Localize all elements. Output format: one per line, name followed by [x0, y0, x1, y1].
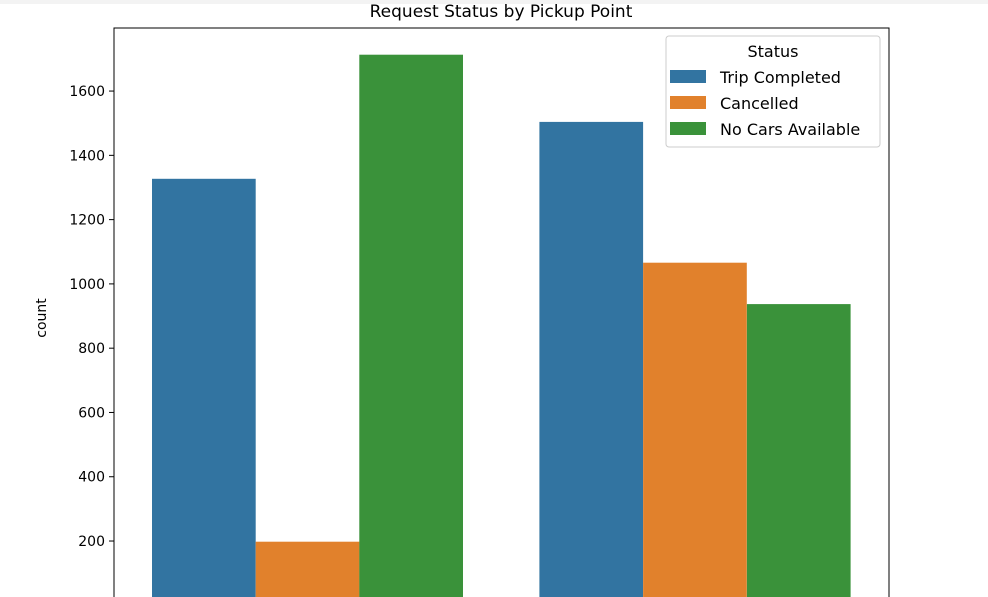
top-bar — [0, 0, 988, 4]
bar-no-cars-available-2 — [746, 304, 851, 597]
y-tick-label: 1600 — [69, 84, 105, 100]
y-tick-label: 1400 — [69, 148, 105, 164]
legend-swatch-no-cars-available — [670, 122, 706, 135]
bars-group — [152, 54, 851, 597]
y-tick-label: 200 — [78, 534, 105, 550]
bar-cancelled-1 — [255, 541, 360, 597]
legend-label-no-cars-available: No Cars Available — [720, 120, 860, 139]
y-tick-label: 400 — [78, 470, 105, 486]
y-axis-label: count — [34, 298, 50, 338]
legend-label-cancelled: Cancelled — [720, 94, 799, 113]
y-axis: 200 400 600 800 1000 1200 1400 1600 — [69, 84, 114, 550]
legend: Status Trip Completed Cancelled No Cars Ava… — [665, 35, 881, 148]
plot-frame — [113, 27, 890, 597]
legend-label-trip-completed: Trip Completed — [719, 68, 841, 87]
legend-box — [665, 35, 881, 148]
bar-trip-completed-1 — [152, 178, 256, 597]
y-tick-label: 1200 — [69, 213, 105, 229]
legend-swatch-trip-completed — [670, 70, 706, 83]
legend-swatch-cancelled — [670, 96, 706, 109]
chart-title: Request Status by Pickup Point — [370, 2, 633, 22]
y-tick-label: 800 — [78, 341, 105, 357]
bar-no-cars-available-1 — [359, 54, 463, 597]
bar-trip-completed-2 — [539, 121, 644, 597]
y-tick-label: 600 — [78, 405, 105, 421]
y-tick-label: 1000 — [69, 277, 105, 293]
legend-title: Status — [748, 42, 799, 61]
bar-cancelled-2 — [643, 262, 747, 597]
